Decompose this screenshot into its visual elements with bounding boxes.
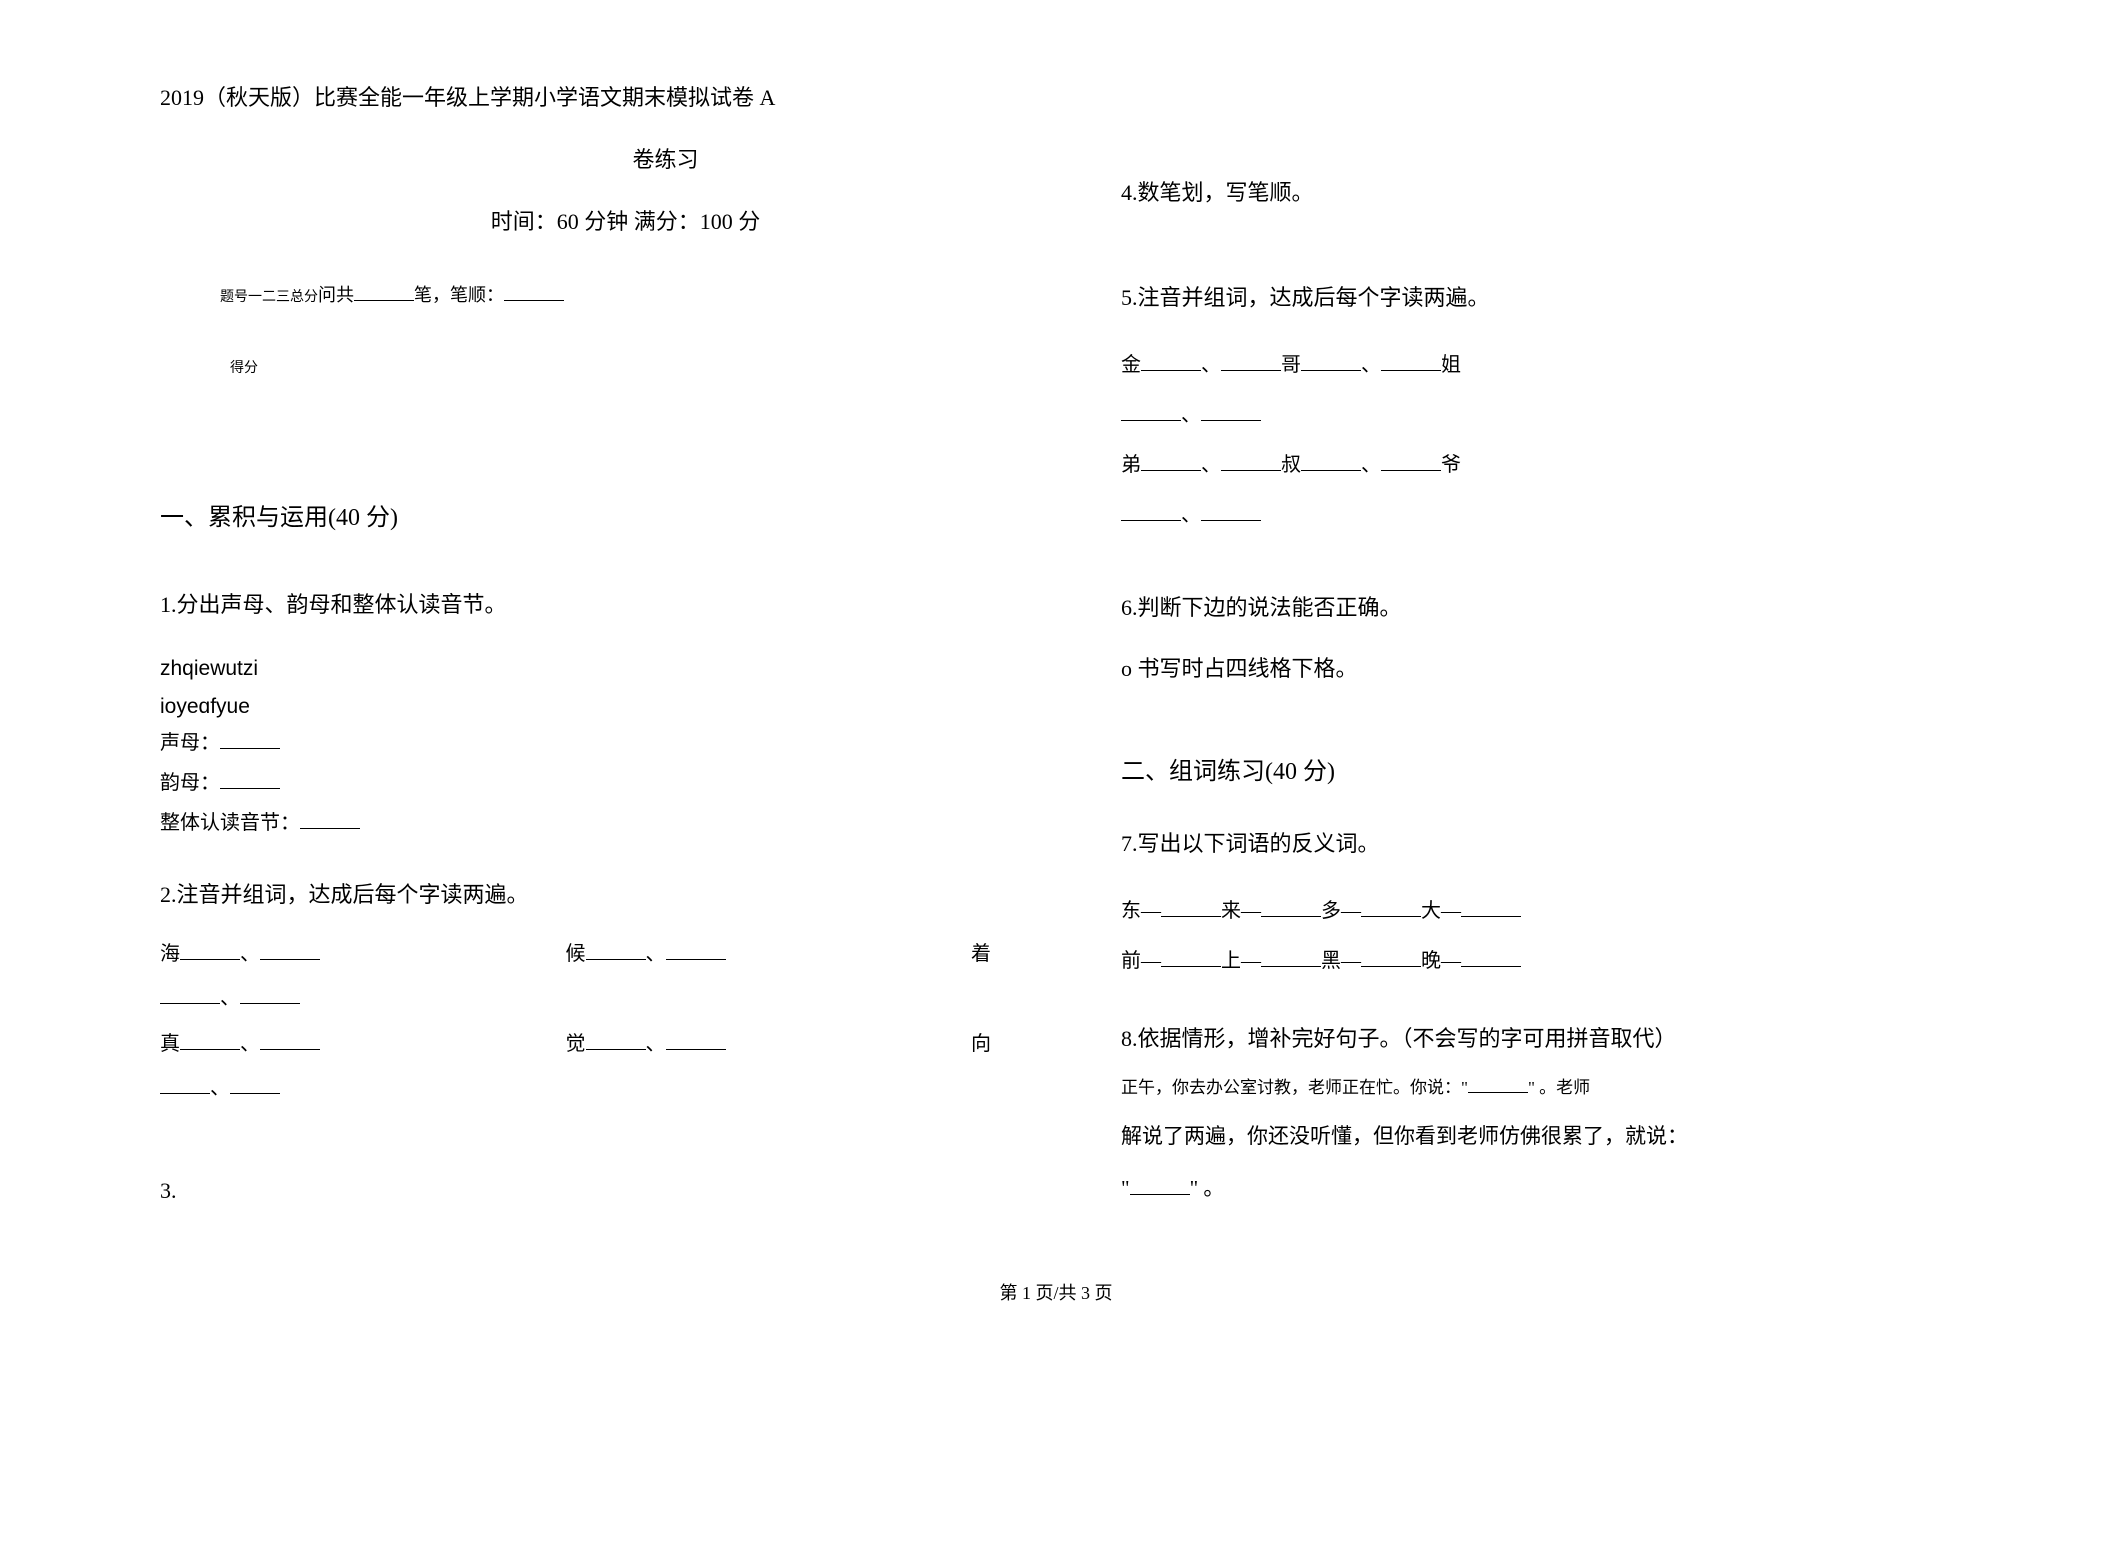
blank bbox=[220, 729, 280, 749]
question-5: 5.注音并组词，达成后每个字读两遍。 金、哥、姐 、 弟、叔、爷 、 bbox=[1121, 280, 1952, 545]
q2-row2: 真、 觉、 向 bbox=[160, 1028, 991, 1060]
q4-text: 4.数笔划，写笔顺。 bbox=[1121, 175, 1952, 210]
blank bbox=[354, 283, 414, 301]
left-column: 2019（秋天版）比赛全能一年级上学期小学语文期末模拟试卷 A 卷练习 时间：6… bbox=[160, 80, 991, 1249]
question-8: 8.依据情形，增补完好句子。（不会写的字可用拼音取代） 正午，你去办公室讨教，老… bbox=[1121, 1021, 1952, 1219]
exam-subtitle: 卷练习 bbox=[340, 142, 991, 174]
q2-text: 2.注音并组词，达成后每个字读两遍。 bbox=[160, 877, 991, 912]
q7-row2: 前—上—黑—晚— bbox=[1121, 941, 1952, 981]
blank bbox=[220, 769, 280, 789]
score-prefix: 题号一二三总分 bbox=[220, 290, 318, 305]
time-info: 时间：60 分钟 满分：100 分 bbox=[260, 204, 991, 236]
q8-line1: 正午，你去办公室讨教，老师正在忙。你说："" 。老师 bbox=[1121, 1071, 1952, 1105]
q5-row2: 弟、叔、爷 bbox=[1121, 445, 1952, 485]
q7-row1: 东—来—多—大— bbox=[1121, 891, 1952, 931]
section2-heading: 二、组词练习(40 分) bbox=[1121, 751, 1952, 786]
q5-row2b: 、 bbox=[1121, 495, 1952, 535]
score-wen: 问共 bbox=[318, 285, 354, 305]
blank bbox=[300, 809, 360, 829]
question-2: 2.注音并组词，达成后每个字读两遍。 海、 候、 着 、 真、 觉、 向 、 bbox=[160, 877, 991, 1117]
q1-pinyin1: zhqiewutzi bbox=[160, 652, 991, 686]
q2-row1b: 、 bbox=[160, 978, 991, 1018]
score-bi: 笔，笔顺： bbox=[414, 285, 504, 305]
blank bbox=[504, 283, 564, 301]
score-line: 题号一二三总分问共 笔，笔顺： bbox=[220, 281, 991, 307]
question-3: 3. bbox=[160, 1178, 991, 1204]
q1-pinyin2: ioyeɑfyue bbox=[160, 690, 991, 724]
q1-label2: 韵母： bbox=[160, 767, 991, 799]
q6-sub: o 书写时占四线格下格。 bbox=[1121, 651, 1952, 686]
q1-label3: 整体认读音节： bbox=[160, 807, 991, 839]
q6-text: 6.判断下边的说法能否正确。 bbox=[1121, 590, 1952, 625]
q5-row1: 金、哥、姐 bbox=[1121, 345, 1952, 385]
q8-text: 8.依据情形，增补完好句子。（不会写的字可用拼音取代） bbox=[1121, 1021, 1952, 1056]
exam-title: 2019（秋天版）比赛全能一年级上学期小学语文期末模拟试卷 A bbox=[160, 80, 991, 112]
question-6: 6.判断下边的说法能否正确。 o 书写时占四线格下格。 bbox=[1121, 590, 1952, 700]
question-7: 7.写出以下词语的反义词。 东—来—多—大— 前—上—黑—晚— bbox=[1121, 826, 1952, 991]
q2-row2b: 、 bbox=[160, 1068, 991, 1108]
page-footer: 第 1 页/共 3 页 bbox=[160, 1279, 1952, 1305]
section1-heading: 一、累积与运用(40 分) bbox=[160, 497, 991, 532]
q1-label1: 声母： bbox=[160, 727, 991, 759]
q1-text: 1.分出声母、韵母和整体认读音节。 bbox=[160, 587, 991, 622]
q2-row1: 海、 候、 着 bbox=[160, 938, 991, 970]
question-4: 4.数笔划，写笔顺。 bbox=[1121, 175, 1952, 225]
score-sub: 得分 bbox=[230, 357, 991, 377]
q7-text: 7.写出以下词语的反义词。 bbox=[1121, 826, 1952, 861]
q8-line3: "" 。 bbox=[1121, 1167, 1952, 1209]
q8-line2: 解说了两遍，你还没听懂，但你看到老师仿佛很累了，就说： bbox=[1121, 1115, 1952, 1157]
question-1: 1.分出声母、韵母和整体认读音节。 zhqiewutzi ioyeɑfyue 声… bbox=[160, 587, 991, 847]
right-column: 4.数笔划，写笔顺。 5.注音并组词，达成后每个字读两遍。 金、哥、姐 、 弟、… bbox=[1121, 80, 1952, 1249]
q5-text: 5.注音并组词，达成后每个字读两遍。 bbox=[1121, 280, 1952, 315]
q5-row1b: 、 bbox=[1121, 395, 1952, 435]
